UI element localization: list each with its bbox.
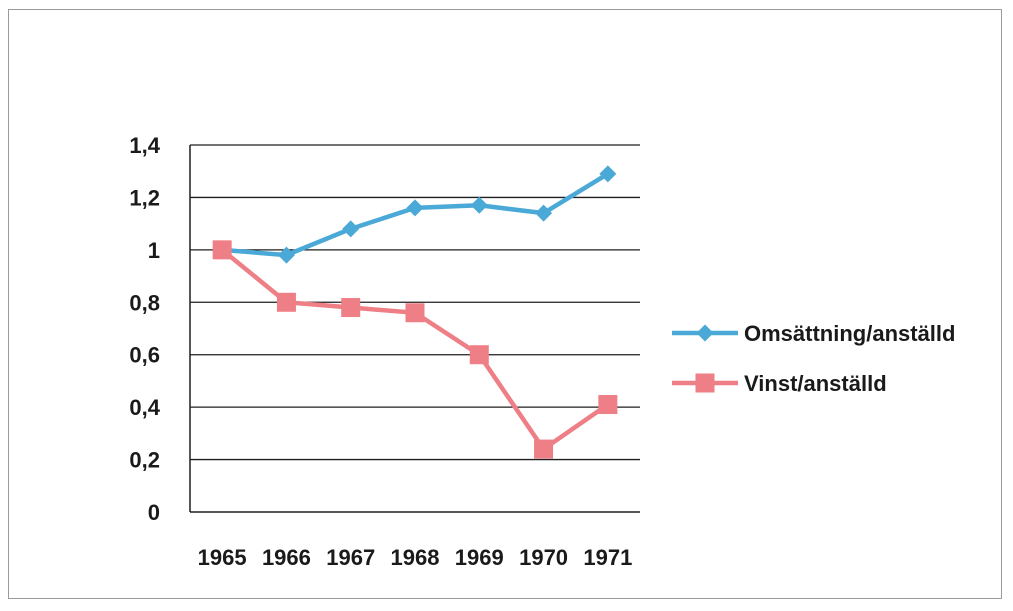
x-tick-label: 1966 [262,545,311,570]
data-point [406,199,424,217]
y-axis-tick-labels: 0 0,2 0,4 0,6 0,8 1 1,2 1,4 [129,133,160,525]
series-2 [212,240,618,459]
y-tick-label: 1,2 [129,185,160,210]
x-tick-label: 1970 [519,545,568,570]
y-tick-label: 0,2 [129,448,160,473]
y-tick-label: 1 [148,238,160,263]
legend: Omsättning/anställd Vinst/anställd [672,321,955,396]
legend-label: Omsättning/anställd [744,321,955,346]
legend-entry: Omsättning/anställd [672,321,955,346]
series [212,165,618,459]
data-point [534,439,554,459]
data-point [470,196,488,214]
data-point [599,165,617,183]
y-tick-label: 0,4 [129,395,160,420]
chart-frame [8,9,1002,599]
x-tick-label: 1971 [583,545,632,570]
data-point [276,292,296,312]
legend-marker [695,373,715,393]
data-point [277,246,295,264]
x-tick-label: 1968 [391,545,440,570]
y-tick-label: 0 [148,500,160,525]
data-point [469,345,489,365]
grid-lines [190,144,640,461]
legend-label: Vinst/anställd [744,371,887,396]
data-point [598,395,618,415]
data-point [405,303,425,323]
x-axis-tick-labels: 1965 1966 1967 1968 1969 1970 1971 [198,545,633,570]
series-1 [213,165,617,264]
data-point [341,298,361,318]
axes [189,145,640,513]
x-tick-label: 1969 [455,545,504,570]
legend-marker [696,324,714,342]
data-point [342,220,360,238]
y-tick-label: 0,6 [129,343,160,368]
y-tick-label: 1,4 [129,133,160,158]
x-tick-label: 1965 [198,545,247,570]
data-point [535,204,553,222]
x-tick-label: 1967 [326,545,375,570]
series-line [220,248,610,452]
y-tick-label: 0,8 [129,290,160,315]
legend-entry: Vinst/anställd [672,371,887,396]
data-point [212,240,232,260]
